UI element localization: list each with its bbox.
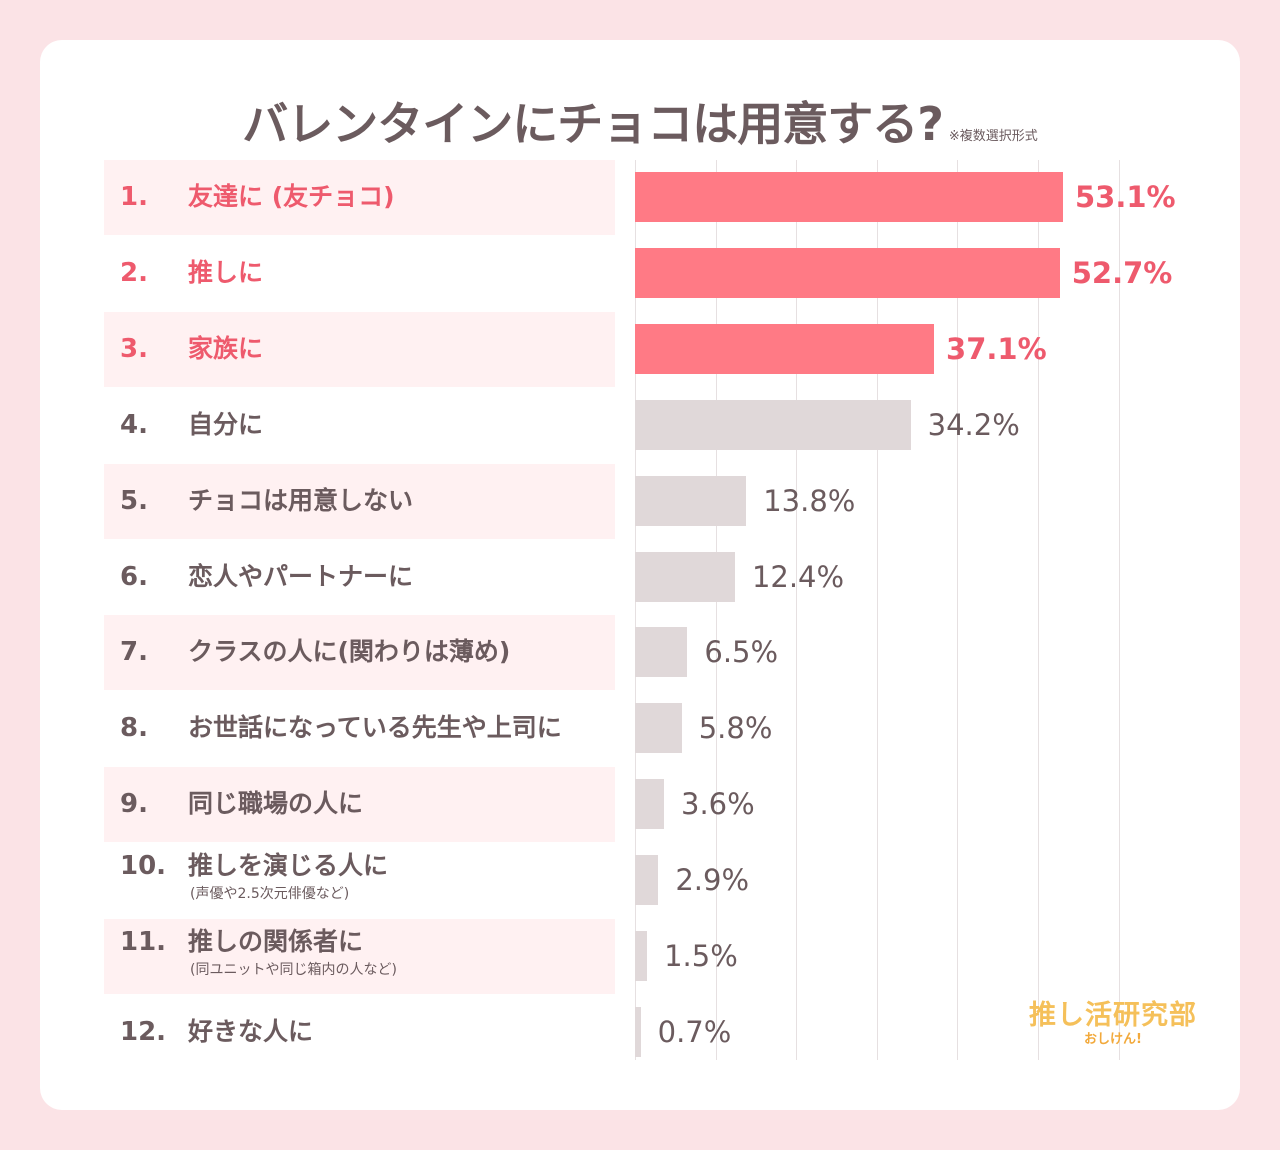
grid-line bbox=[715, 160, 717, 1060]
row-background bbox=[104, 615, 615, 691]
logo-main-text: 推し活研究部 bbox=[1029, 1000, 1197, 1031]
brand-logo: 推し活研究部 おしけん! bbox=[1018, 1000, 1208, 1048]
row-background bbox=[104, 311, 615, 387]
bar bbox=[635, 931, 648, 981]
grid-line bbox=[957, 160, 959, 1060]
value-label: 52.7% bbox=[1071, 255, 1173, 290]
rank-number: 6. bbox=[120, 561, 148, 592]
bar bbox=[635, 475, 747, 526]
rank-number: 5. bbox=[120, 485, 148, 516]
rank-number: 2. bbox=[120, 257, 148, 288]
value-label: 3.6% bbox=[681, 787, 755, 822]
chart-title: バレンタインにチョコは用意する? bbox=[242, 97, 944, 151]
rank-number: 12. bbox=[120, 1016, 167, 1047]
grid-line bbox=[1118, 160, 1120, 1060]
bar bbox=[635, 551, 735, 602]
bar bbox=[635, 399, 911, 450]
grid-line bbox=[1038, 160, 1039, 1060]
rank-number: 7. bbox=[120, 637, 148, 668]
value-label: 13.8% bbox=[763, 483, 856, 518]
grid-line bbox=[876, 160, 878, 1060]
rank-number: 4. bbox=[120, 409, 148, 440]
category-sublabel: (同ユニットや同じ箱内の人など) bbox=[190, 962, 397, 978]
value-label: 6.5% bbox=[704, 635, 779, 670]
row-background bbox=[104, 767, 615, 843]
category-label: 家族に bbox=[188, 333, 264, 363]
value-label: 34.2% bbox=[927, 407, 1020, 442]
value-label: 12.4% bbox=[751, 559, 845, 594]
bar bbox=[635, 172, 1063, 222]
category-label: 好きな人に bbox=[188, 1016, 314, 1046]
rank-number: 10. bbox=[120, 851, 167, 882]
value-label: 1.5% bbox=[664, 939, 738, 973]
row-background bbox=[104, 160, 615, 235]
category-label: 友達に (友チョコ) bbox=[188, 182, 395, 211]
rank-number: 9. bbox=[120, 789, 148, 820]
category-label: クラスの人に(関わりは薄め) bbox=[188, 637, 511, 667]
grid-line bbox=[635, 160, 636, 1060]
bar bbox=[635, 703, 682, 754]
category-label: 恋人やパートナーに bbox=[188, 561, 414, 591]
rank-number: 11. bbox=[120, 927, 167, 957]
bar bbox=[635, 627, 688, 678]
bar bbox=[635, 323, 935, 374]
bar bbox=[635, 855, 659, 906]
category-label: 推しを演じる人に bbox=[188, 851, 389, 881]
rank-number: 3. bbox=[120, 333, 148, 364]
rank-number: 1. bbox=[120, 182, 148, 212]
value-label: 0.7% bbox=[657, 1014, 732, 1049]
value-label: 37.1% bbox=[946, 331, 1047, 366]
value-label: 53.1% bbox=[1074, 180, 1176, 214]
category-label: 推しの関係者に bbox=[188, 927, 364, 956]
category-label: お世話になっている先生や上司に bbox=[188, 713, 562, 743]
row-background bbox=[104, 919, 615, 994]
category-label: 自分に bbox=[188, 409, 264, 439]
bar bbox=[635, 247, 1060, 298]
bar bbox=[635, 1006, 641, 1057]
rank-number: 8. bbox=[120, 713, 148, 744]
grid-line bbox=[796, 160, 798, 1060]
category-label: チョコは用意しない bbox=[188, 485, 414, 515]
value-label: 2.9% bbox=[675, 863, 750, 898]
category-label: 同じ職場の人に bbox=[188, 789, 364, 819]
value-label: 5.8% bbox=[698, 711, 773, 746]
logo-sub-text: おしけん! bbox=[1084, 1032, 1142, 1047]
title-area: バレンタインにチョコは用意する? ※複数選択形式 bbox=[0, 88, 1280, 154]
row-background bbox=[104, 463, 615, 539]
bar bbox=[635, 779, 665, 830]
category-label: 推しに bbox=[188, 257, 264, 287]
category-sublabel: (声優や2.5次元俳優など) bbox=[190, 886, 350, 903]
chart-note: ※複数選択形式 bbox=[948, 129, 1038, 144]
